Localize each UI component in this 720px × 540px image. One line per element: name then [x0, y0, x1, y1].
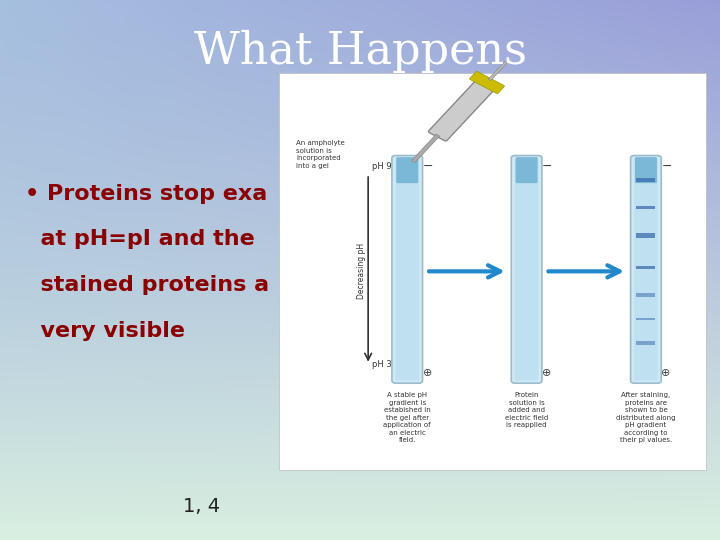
FancyBboxPatch shape [631, 156, 661, 383]
Text: ⊕: ⊕ [661, 368, 670, 377]
Bar [636, 206, 655, 209]
FancyBboxPatch shape [428, 77, 498, 141]
Bar [636, 318, 655, 320]
FancyBboxPatch shape [515, 158, 539, 381]
Text: After staining,
proteins are
shown to be
distributed along
pH gradient
according: After staining, proteins are shown to be… [616, 393, 675, 443]
Text: at pH=pI and the: at pH=pI and the [25, 230, 255, 249]
Text: very visible: very visible [25, 321, 185, 341]
Text: −: − [423, 160, 433, 173]
Text: −: − [661, 160, 672, 173]
FancyBboxPatch shape [395, 158, 419, 381]
FancyBboxPatch shape [635, 157, 657, 183]
FancyBboxPatch shape [411, 134, 440, 163]
FancyBboxPatch shape [279, 73, 706, 470]
FancyBboxPatch shape [396, 157, 418, 183]
Bar [636, 233, 655, 238]
Text: Protein
solution is
added and
electric field
is reapplied: Protein solution is added and electric f… [505, 393, 548, 428]
FancyBboxPatch shape [392, 156, 423, 383]
Text: pH 3: pH 3 [372, 360, 392, 369]
FancyBboxPatch shape [488, 62, 507, 80]
Text: ⊕: ⊕ [542, 368, 552, 377]
FancyBboxPatch shape [511, 156, 542, 383]
Text: What Happens: What Happens [194, 30, 526, 73]
Text: ⊕: ⊕ [423, 368, 432, 377]
FancyBboxPatch shape [634, 158, 657, 381]
Text: A stable pH
gradient is
estabished in
the gel after
application of
an electric
f: A stable pH gradient is estabished in th… [384, 393, 431, 443]
Text: • Proteins stop exa: • Proteins stop exa [25, 184, 267, 204]
Text: pH 9: pH 9 [372, 162, 392, 171]
Bar [636, 341, 655, 345]
Bar [636, 293, 655, 298]
Text: −: − [542, 160, 552, 173]
Text: 1, 4: 1, 4 [183, 497, 220, 516]
FancyBboxPatch shape [516, 157, 538, 183]
FancyBboxPatch shape [469, 71, 505, 93]
Text: Decreasing pH: Decreasing pH [357, 244, 366, 299]
Text: An ampholyte
solution is
incorporated
into a gel: An ampholyte solution is incorporated in… [297, 140, 345, 169]
Bar [636, 178, 655, 182]
Bar [636, 266, 655, 269]
Text: stained proteins a: stained proteins a [25, 275, 269, 295]
